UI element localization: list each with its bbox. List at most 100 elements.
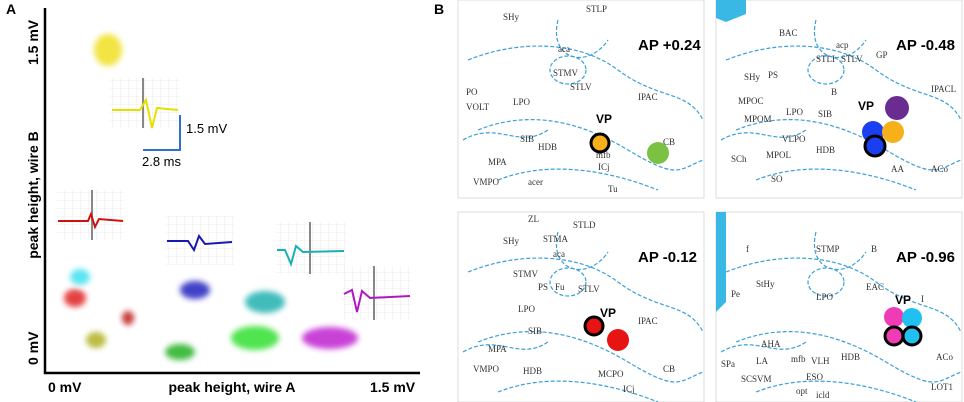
region-boundary [720,341,807,353]
region-boundary [467,257,704,333]
clusters [64,34,358,360]
region-label: HDB [538,142,557,152]
region-boundary [807,267,845,297]
ventricle [716,0,746,22]
region-boundary [720,129,807,141]
waveforms [57,78,411,320]
region-label: VOLT [466,102,490,112]
region-label: acer [528,177,543,187]
region-label: MPOM [744,114,772,124]
vp-label: VP [895,293,911,307]
section-frame [457,211,705,402]
recording-site [883,325,905,347]
region-label: mfb [596,150,611,160]
region-boundary [497,168,659,191]
region-label: SO [771,174,783,184]
vp-label: VP [858,99,874,113]
recording-site [589,132,611,154]
region-boundary [755,168,917,191]
region-label: SIB [528,326,542,336]
region-label: opt [796,386,808,396]
region-boundary [755,380,917,402]
region-boundary [497,380,659,402]
atlas-sections: SHy STLP aca STMV STLV PO VOLT LPO SIB IPAC HDB MPA… [457,0,963,402]
region-label: IPAC [638,92,658,102]
region-label: LPO [786,107,804,117]
recording-site [863,134,887,158]
region-label: SHy [503,12,520,22]
region-boundary [725,257,962,333]
region-label: VLH [811,356,830,366]
atlas-section: f STMP B StHy EAC Pe LPO AHA LA mfb VLH ESO HDB SPa SC… [715,211,963,402]
section-title: AP -0.96 [896,249,955,266]
region-label: AA [891,164,904,174]
region-label: Tu [608,184,618,194]
region-label: Fu [555,282,565,292]
y-axis-label: peak height, wire B [25,131,41,259]
ventricle [716,212,726,312]
region-label: BAC [779,28,798,38]
region-label: STLI [816,54,835,64]
section-frame [715,211,963,402]
region-label: SIB [520,134,534,144]
region-label: aca [553,249,565,259]
region-label: MPOL [766,150,791,160]
region-label: HDB [523,366,542,376]
region-boundary [477,331,704,383]
recording-site [607,329,629,351]
recording-site [902,308,922,328]
panel-label: A [6,1,16,17]
region-label: CB [663,137,675,147]
region-label: SIB [818,109,832,119]
region-label: VLPO [782,134,806,144]
region-boundary [467,45,704,121]
region-label: AHA [761,339,781,349]
region-label: STLV [841,54,863,64]
region-label: PS [538,282,548,292]
region-label: SHy [503,236,520,246]
scale-label: 2.8 ms [142,154,182,169]
region-boundary [549,55,587,85]
atlas-section: SHy STLP aca STMV STLV PO VOLT LPO SIB IPAC HDB MPA… [457,0,705,199]
panel-label: B [434,1,444,17]
y-tick-label: 1.5 mV [25,19,41,65]
section-frame [457,0,705,199]
region-label: LPO [513,97,531,107]
section-title: AP -0.48 [896,37,955,54]
region-label: MPA [488,344,507,354]
region-label: STLV [570,82,592,92]
section-frame [715,0,963,199]
region-label: acp [836,40,849,50]
vp-label: VP [596,112,612,126]
region-boundary [462,129,549,141]
region-label: SCSVM [741,374,772,384]
region-label: MPOC [738,96,764,106]
region-label: B [831,87,837,97]
section-title: AP -0.12 [638,249,697,266]
region-label: ACo [931,164,949,174]
region-label: STLD [573,220,596,230]
region-label: CB [663,364,675,374]
region-label: mfb [791,354,806,364]
region-label: LA [756,356,768,366]
recording-site [885,96,909,120]
section-title: AP +0.24 [638,37,701,54]
recording-site [901,325,923,347]
region-label: MCPO [598,369,624,379]
region-label: STMA [543,234,569,244]
region-label: ACo [936,352,954,362]
region-label: MPA [488,157,507,167]
atlas-section: BAC GP STLI STLV acp SHy PS MPOC MPOM LPO SIB VLPO H… [715,0,963,199]
vp-label: VP [600,306,616,320]
region-label: VMPO [473,177,500,187]
region-label: ICj [623,384,635,394]
recording-site [583,315,605,337]
region-boundary [549,267,587,297]
x-tick-label: 0 mV [48,379,82,395]
region-label: SCh [731,154,747,164]
region-label: I [921,294,924,304]
region-label: SHy [744,72,761,82]
x-axis-label: peak height, wire A [168,379,295,395]
region-label: IPACL [931,84,956,94]
region-boundary [477,119,704,171]
